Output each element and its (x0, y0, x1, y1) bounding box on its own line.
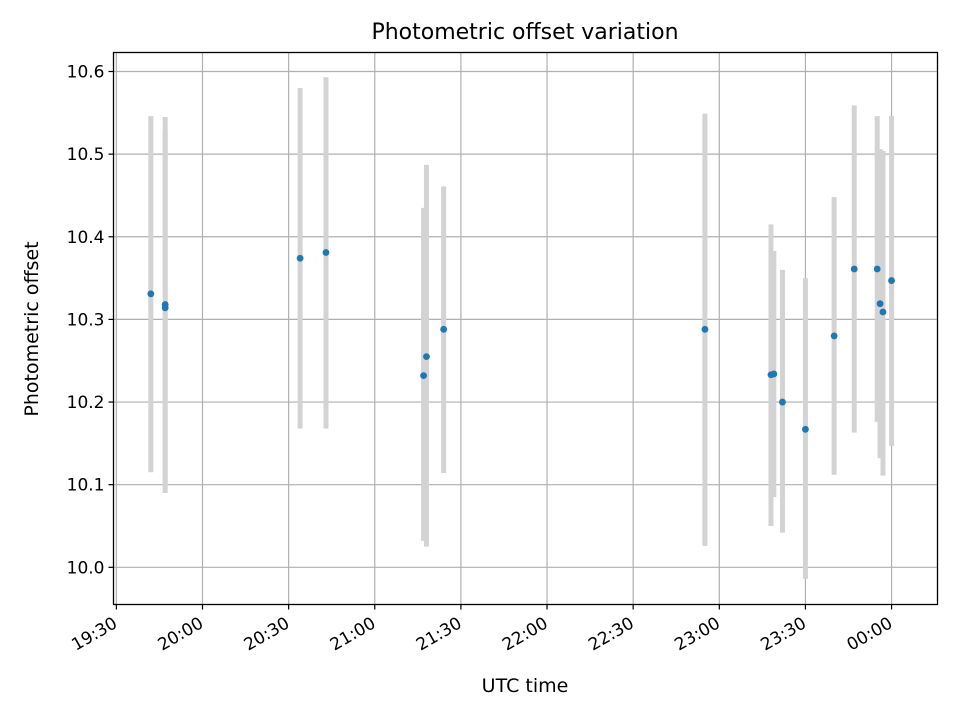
y-tick-label: 10.1 (67, 476, 105, 496)
x-axis-label: UTC time (482, 675, 569, 697)
x-tick-label: 19:30 (68, 614, 120, 656)
data-point (147, 290, 155, 298)
x-tick-label: 21:30 (413, 614, 465, 656)
x-tick-label: 23:00 (671, 614, 723, 656)
data-point (888, 277, 895, 284)
x-tick-label: 20:30 (241, 614, 293, 656)
y-tick-label: 10.6 (67, 63, 105, 83)
x-tick-label: 21:00 (327, 614, 379, 656)
data-point (779, 398, 786, 406)
data-point (879, 308, 887, 316)
data-point (876, 300, 884, 308)
data-point (423, 353, 430, 360)
plot-frame (112, 51, 939, 606)
grid (113, 52, 938, 605)
error-bars (148, 77, 895, 579)
data-points (147, 249, 895, 433)
data-point (161, 304, 169, 312)
y-tick-label: 10.0 (67, 558, 105, 578)
x-tick-label: 00:00 (844, 614, 896, 656)
data-point (322, 249, 330, 256)
y-tick-label: 10.2 (67, 393, 105, 413)
y-axis-label: Photometric offset (21, 241, 43, 416)
x-axis-ticks: 19:30 20:00 20:30 21:00 21:30 22:00 22:30 23:00… (68, 604, 896, 656)
data-point (830, 332, 838, 340)
data-point (770, 370, 778, 378)
data-point (873, 265, 881, 273)
x-tick-label: 20:00 (155, 614, 207, 656)
data-point (701, 325, 709, 333)
chart-title: Photometric offset variation (371, 20, 678, 45)
data-point (802, 425, 809, 433)
y-tick-label: 10.3 (67, 310, 105, 330)
data-point (296, 254, 304, 262)
x-tick-label: 22:30 (585, 614, 637, 656)
y-tick-label: 10.4 (67, 228, 105, 248)
data-point (440, 325, 448, 333)
x-tick-label: 22:00 (499, 614, 551, 656)
y-axis-ticks: 10.0 10.1 10.2 10.3 10.4 10.5 10.6 (67, 63, 114, 578)
y-tick-label: 10.5 (67, 145, 105, 165)
x-tick-label: 23:30 (757, 614, 809, 656)
data-point (420, 372, 427, 380)
data-point (850, 265, 858, 273)
